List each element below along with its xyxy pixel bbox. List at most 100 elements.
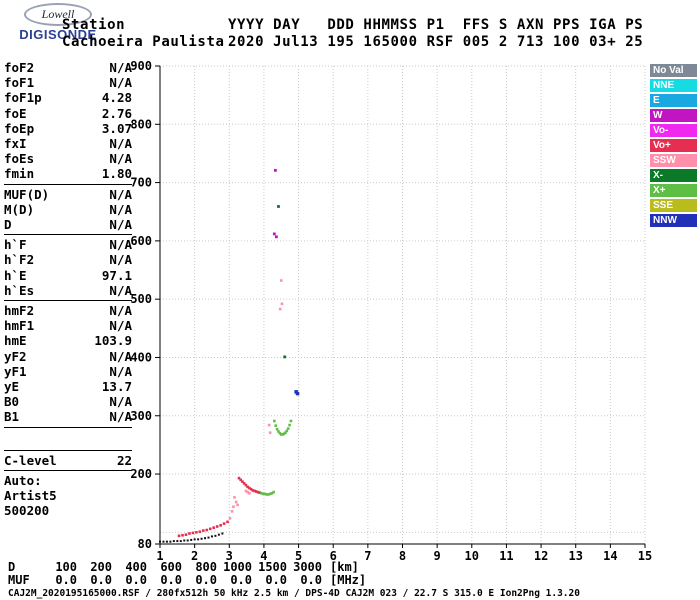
param-value: N/A bbox=[109, 252, 132, 268]
x-tick-label: 15 bbox=[638, 549, 652, 563]
echo-color-legend: No Val NNE E W Vo- Vo+ SSW X- X+ SSE NNW bbox=[650, 64, 697, 229]
param-row: MUF(D) N/A bbox=[4, 187, 132, 202]
legend-item-ssw: SSW bbox=[650, 154, 697, 167]
param-value: N/A bbox=[109, 151, 132, 167]
legend-item-nnw: NNW bbox=[650, 214, 697, 227]
muf-row-value: 0.0 bbox=[195, 573, 217, 587]
param-label: h`F bbox=[4, 237, 27, 253]
header-column-values: 2020 Jul13 195 165000 RSF 005 2 713 100 … bbox=[228, 34, 644, 50]
param-group: foF2 N/A foF1 N/A foF1p 4.28 foE 2.76 foEp 3.07 fx… bbox=[4, 60, 132, 185]
param-label: 500200 bbox=[4, 503, 50, 519]
legend-item-w: W bbox=[650, 109, 697, 122]
param-value: 97.1 bbox=[101, 267, 132, 283]
logo-digisonde-text: DIGISONDE bbox=[19, 27, 97, 42]
y-tick-label: 600 bbox=[130, 234, 152, 248]
echo-series-W bbox=[272, 168, 278, 239]
param-value: N/A bbox=[109, 282, 132, 298]
d-row: D 100 200 400 600 800 1000 1500 3000 [km] bbox=[8, 561, 366, 574]
param-row: h`E 97.1 bbox=[4, 268, 132, 283]
ionogram-plot-svg: 1 2 3 4 5 6 7 8 9 10 11 12 13 14 158020030040050060070… bbox=[130, 59, 652, 563]
param-value: 3.07 bbox=[101, 120, 132, 136]
d-row-value: 3000 bbox=[293, 560, 322, 574]
lowell-logo-oval: Lowell bbox=[24, 3, 92, 26]
param-value: 1.80 bbox=[101, 166, 132, 182]
param-label: Auto: bbox=[4, 472, 42, 488]
param-group: h`F N/A h`F2 N/A h`E 97.1 h`Es N/A bbox=[4, 237, 132, 302]
param-row: h`F N/A bbox=[4, 237, 132, 252]
param-row: B1 N/A bbox=[4, 409, 132, 424]
d-row-value: 800 bbox=[195, 560, 217, 574]
muf-row-unit: [MHz] bbox=[330, 573, 367, 587]
param-label: foF1p bbox=[4, 90, 42, 106]
legend-item-vo-: Vo- bbox=[650, 124, 697, 137]
param-value: N/A bbox=[109, 186, 132, 202]
digisonde-logo: Lowell DIGISONDE bbox=[8, 3, 108, 42]
x-tick-label: 10 bbox=[465, 549, 479, 563]
param-label: yF2 bbox=[4, 348, 27, 364]
legend-item-no-val: No Val bbox=[650, 64, 697, 77]
x-tick-label: 9 bbox=[434, 549, 441, 563]
param-value: N/A bbox=[109, 237, 132, 253]
param-value: N/A bbox=[109, 348, 132, 364]
param-row: hmF1 N/A bbox=[4, 318, 132, 333]
param-label: foEp bbox=[4, 120, 35, 136]
param-row: Artist5 bbox=[4, 488, 132, 503]
muf-row-value: 0.0 bbox=[160, 573, 182, 587]
footer-info: CAJ2M_2020195165000.RSF / 280fx512h 50 k… bbox=[8, 588, 580, 599]
param-value: 103.9 bbox=[94, 333, 132, 349]
param-label: hmF1 bbox=[4, 318, 35, 334]
param-value: N/A bbox=[109, 363, 132, 379]
echo-series-baseline-black bbox=[159, 532, 224, 543]
x-tick-label: 8 bbox=[399, 549, 406, 563]
d-row-value: 200 bbox=[90, 560, 112, 574]
y-tick-label: 400 bbox=[130, 350, 152, 364]
muf-row-value: 0.0 bbox=[265, 573, 287, 587]
logo-lowell-text: Lowell bbox=[41, 7, 75, 21]
d-row-value: 400 bbox=[125, 560, 147, 574]
x-tick-label: 14 bbox=[603, 549, 617, 563]
param-row: fxI N/A bbox=[4, 136, 132, 151]
echo-series-X+ bbox=[260, 419, 293, 496]
header-column-titles: YYYY DAY DDD HHMMSS P1 FFS S AXN PPS IGA… bbox=[228, 17, 644, 33]
param-label: h`Es bbox=[4, 282, 35, 298]
param-value: N/A bbox=[109, 75, 132, 91]
muf-row-value: 0.0 bbox=[90, 573, 112, 587]
param-group: Auto: Artist5 500200 bbox=[4, 473, 132, 521]
y-tick-label: 500 bbox=[130, 292, 152, 306]
param-row: fmin 1.80 bbox=[4, 166, 132, 181]
param-value: N/A bbox=[109, 409, 132, 425]
legend-item-x-: X+ bbox=[650, 184, 697, 197]
param-label: hmE bbox=[4, 333, 27, 349]
param-label: foE bbox=[4, 105, 27, 121]
d-row-unit: [km] bbox=[330, 560, 359, 574]
param-label: yE bbox=[4, 379, 20, 395]
y-tick-label: 800 bbox=[130, 117, 152, 131]
param-row: yF2 N/A bbox=[4, 349, 132, 364]
param-value: 22 bbox=[116, 452, 132, 468]
muf-row-value: 0.0 bbox=[230, 573, 252, 587]
param-label: yF1 bbox=[4, 363, 27, 379]
ionogram-plot: 1 2 3 4 5 6 7 8 9 10 11 12 13 14 15 80 200 300 400 500 600 70… bbox=[126, 58, 660, 566]
param-label: D bbox=[4, 217, 12, 233]
param-value: N/A bbox=[109, 217, 132, 233]
muf-row-value: 0.0 bbox=[300, 573, 322, 587]
d-muf-table: D 100 200 400 600 800 1000 1500 3000 [km] MUF 0.0 0.… bbox=[8, 561, 366, 587]
param-label: B0 bbox=[4, 394, 20, 410]
param-value: N/A bbox=[109, 318, 132, 334]
station-name: Cachoeira Paulista bbox=[62, 34, 225, 50]
d-row-value: 1500 bbox=[258, 560, 287, 574]
x-tick-label: 7 bbox=[364, 549, 371, 563]
echo-series-SSW bbox=[228, 279, 284, 520]
param-row: hmE 103.9 bbox=[4, 333, 132, 348]
param-label: MUF(D) bbox=[4, 186, 50, 202]
echo-series-Vo+ bbox=[177, 476, 262, 538]
param-row: C-level 22 bbox=[4, 453, 132, 468]
param-label: Artist5 bbox=[4, 488, 57, 504]
legend-item-vo-: Vo+ bbox=[650, 139, 697, 152]
param-row: foEs N/A bbox=[4, 151, 132, 166]
legend-item-x-: X- bbox=[650, 169, 697, 182]
x-tick-label: 13 bbox=[568, 549, 582, 563]
muf-row-value: 0.0 bbox=[125, 573, 147, 587]
param-row: h`F2 N/A bbox=[4, 252, 132, 267]
